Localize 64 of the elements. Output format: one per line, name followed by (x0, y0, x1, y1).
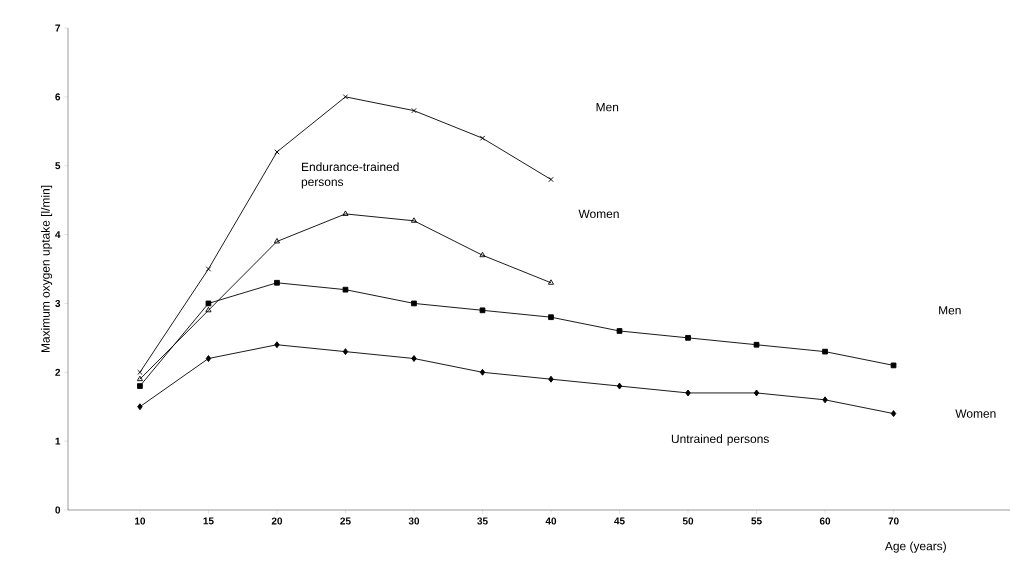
point (137, 403, 143, 411)
annotation: Untrained persons (671, 434, 769, 446)
point (342, 348, 349, 356)
point (479, 251, 486, 258)
x-tick-label: 60 (819, 517, 831, 525)
point (548, 375, 554, 383)
point (822, 348, 828, 355)
point (411, 355, 417, 362)
point (342, 94, 349, 100)
point (685, 389, 691, 397)
y-tick-label: 6 (55, 93, 61, 101)
text: Women (955, 409, 996, 418)
point (548, 314, 554, 321)
point (890, 410, 897, 418)
y-tick-label: 0 (55, 506, 61, 514)
point (547, 279, 555, 285)
point (273, 238, 280, 244)
x-tick-label: 40 (545, 517, 557, 525)
point (822, 396, 828, 404)
point (753, 389, 760, 397)
x-tick-label: 10 (135, 517, 146, 525)
point (274, 149, 280, 155)
point (411, 107, 417, 114)
x-tick-label: 30 (408, 517, 420, 525)
point (616, 328, 623, 334)
point (205, 300, 212, 307)
point (205, 266, 212, 272)
x-tick-label: 70 (888, 517, 899, 525)
point (890, 362, 897, 369)
point (274, 279, 280, 286)
point (479, 307, 486, 314)
y-tick-label: 7 (55, 24, 61, 32)
y-axis-title: Maximum oxygen uptake [l/min] (40, 185, 53, 353)
point (410, 217, 418, 223)
x-axis-title: Age (years) (884, 541, 946, 553)
point (411, 300, 417, 307)
point (479, 135, 486, 141)
annotation: Endurance-trained persons (301, 162, 399, 189)
point (205, 355, 212, 362)
point (274, 341, 280, 349)
point (753, 341, 760, 348)
x-tick-label: 50 (682, 517, 694, 525)
y-tick-label: 5 (55, 162, 61, 170)
x-tick-label: 55 (751, 517, 762, 525)
y-tick-label: 1 (55, 437, 61, 445)
x-tick-label: 25 (340, 517, 351, 525)
x-tick-label: 15 (203, 517, 214, 525)
point (137, 383, 143, 389)
x-tick-label: 20 (271, 517, 283, 525)
point (685, 335, 691, 341)
y-tick-label: 2 (55, 368, 61, 376)
point (548, 176, 554, 183)
x-tick-label: 45 (614, 517, 625, 525)
y-tick-label: 4 (55, 231, 61, 238)
text: Men (596, 103, 619, 112)
point (342, 286, 349, 293)
x-tick-label: 35 (477, 517, 488, 525)
point (479, 368, 486, 376)
text: Men (939, 306, 961, 315)
point (616, 382, 623, 390)
y-tick-label: 3 (55, 299, 61, 307)
point (205, 306, 212, 313)
point (342, 210, 349, 216)
text: Women (578, 209, 619, 219)
